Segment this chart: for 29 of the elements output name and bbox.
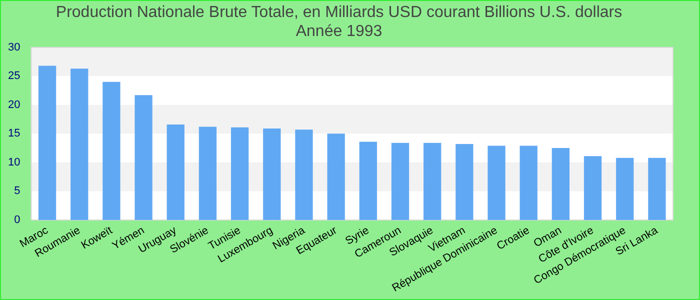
bar [552, 148, 570, 220]
bar [327, 134, 345, 220]
bar [134, 95, 152, 220]
bar [198, 126, 217, 220]
bar [295, 130, 313, 220]
y-tick-label: 0 [14, 214, 20, 226]
bar [230, 127, 249, 220]
bar [520, 146, 538, 220]
y-tick-label: 5 [14, 185, 20, 198]
bar [70, 68, 88, 220]
y-tick-label: 25 [8, 70, 20, 82]
bar [584, 156, 602, 220]
bar [102, 82, 120, 220]
chart-title: Production Nationale Brute Totale, en Milliards USD courant Billions U.S. dollars [56, 4, 622, 22]
bar [616, 158, 634, 220]
y-tick-label: 20 [8, 98, 20, 111]
bar [424, 142, 442, 220]
bar [263, 128, 281, 220]
bar [488, 146, 506, 220]
bar [38, 66, 56, 220]
bar [166, 124, 184, 220]
bar [648, 158, 666, 220]
bar [391, 142, 410, 220]
bar [456, 144, 474, 220]
y-tick-label: 10 [8, 156, 20, 168]
bar [359, 142, 377, 220]
y-tick-label: 30 [8, 41, 20, 54]
y-tick-label: 15 [8, 128, 20, 140]
chart-subtitle: Année 1993 [296, 23, 382, 40]
